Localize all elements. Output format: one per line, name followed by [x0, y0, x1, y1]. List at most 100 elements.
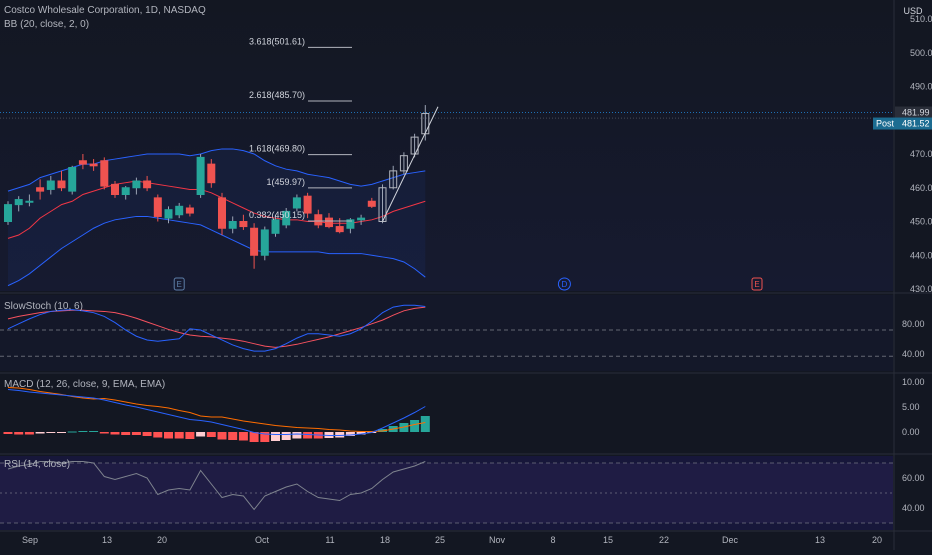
candle[interactable] — [14, 199, 23, 206]
candle[interactable] — [207, 163, 216, 184]
macd-pane-bg — [0, 375, 893, 452]
candle[interactable] — [271, 219, 280, 234]
candle[interactable] — [346, 219, 355, 229]
candle[interactable] — [239, 221, 248, 228]
candle[interactable] — [282, 210, 291, 226]
candle[interactable] — [250, 227, 259, 256]
time-axis-label: 18 — [380, 535, 390, 545]
rsi-legend[interactable]: RSI (14, close) — [4, 459, 71, 470]
macd-histogram-bar[interactable] — [174, 432, 184, 439]
bb-legend[interactable]: BB (20, close, 2, 0) — [4, 19, 90, 30]
time-axis-label: Nov — [489, 535, 506, 545]
price-tick-label: 510.00 — [910, 14, 932, 24]
candle[interactable] — [335, 226, 344, 233]
candle[interactable] — [153, 197, 162, 217]
candle[interactable] — [292, 197, 301, 209]
candle[interactable] — [357, 217, 366, 221]
macd-histogram-bar[interactable] — [420, 416, 430, 432]
time-axis-label: 15 — [603, 535, 613, 545]
macd-histogram-bar[interactable] — [142, 432, 152, 436]
candle[interactable] — [196, 156, 205, 195]
candle[interactable] — [57, 180, 66, 189]
candle[interactable] — [143, 180, 152, 189]
macd-histogram-bar[interactable] — [238, 432, 248, 441]
macd-histogram-bar[interactable] — [78, 431, 88, 432]
macd-histogram-bar[interactable] — [121, 432, 131, 435]
macd-histogram-bar[interactable] — [164, 432, 173, 439]
rsi-tick-label: 60.00 — [902, 473, 925, 483]
dividend-marker[interactable] — [557, 277, 571, 291]
candle[interactable] — [132, 180, 141, 189]
earnings-marker[interactable] — [173, 277, 185, 291]
candle[interactable] — [68, 167, 77, 192]
macd-histogram-bar[interactable] — [410, 420, 420, 432]
macd-tick-label: 10.00 — [902, 377, 925, 387]
candle[interactable] — [175, 205, 184, 216]
macd-histogram-bar[interactable] — [89, 431, 99, 432]
macd-histogram-bar[interactable] — [292, 432, 302, 439]
main-pane-bg — [0, 0, 893, 291]
stoch-legend[interactable]: SlowStoch (10, 6) — [4, 301, 83, 312]
candle[interactable] — [164, 209, 173, 219]
rsi-band-fill — [0, 463, 893, 523]
bb-basis-line — [7, 180, 426, 239]
macd-histogram-bar[interactable] — [110, 432, 120, 435]
macd-histogram-bar[interactable] — [228, 432, 238, 440]
macd-histogram-bar[interactable] — [217, 432, 227, 440]
macd-histogram-bar[interactable] — [46, 432, 56, 433]
macd-histogram-bar[interactable] — [260, 432, 270, 442]
candle[interactable] — [325, 217, 333, 228]
macd-legend[interactable]: MACD (12, 26, close, 9, EMA, EMA) — [4, 379, 166, 390]
earnings-marker[interactable] — [751, 277, 763, 291]
candle[interactable] — [218, 197, 226, 229]
candle[interactable] — [111, 183, 119, 195]
candle[interactable] — [367, 200, 376, 207]
macd-histogram-bar[interactable] — [249, 432, 259, 442]
time-axis-label: 20 — [157, 535, 167, 545]
candle[interactable] — [4, 204, 12, 222]
macd-histogram-bar[interactable] — [57, 432, 66, 433]
macd-histogram-bar[interactable] — [153, 432, 163, 438]
macd-histogram-bar[interactable] — [24, 432, 34, 435]
macd-histogram-bar[interactable] — [131, 432, 141, 435]
candle[interactable] — [25, 200, 34, 203]
macd-histogram-bar[interactable] — [99, 432, 109, 434]
macd-histogram-bar[interactable] — [35, 432, 45, 434]
symbol-title[interactable]: Costco Wholesale Corporation, 1D, NASDAQ — [4, 5, 206, 16]
candle[interactable] — [121, 187, 130, 195]
time-axis-label: 22 — [659, 535, 669, 545]
macd-histogram-bar[interactable] — [185, 432, 195, 439]
time-axis-label: 13 — [815, 535, 825, 545]
candle[interactable] — [46, 180, 55, 190]
candle[interactable] — [399, 155, 408, 172]
macd-histogram-bar[interactable] — [271, 432, 280, 441]
candle[interactable] — [36, 187, 45, 192]
candle[interactable] — [228, 221, 237, 229]
macd-histogram-bar[interactable] — [196, 432, 206, 437]
candle[interactable] — [389, 170, 398, 189]
macd-histogram-bar[interactable] — [281, 432, 291, 440]
fib-trend-line[interactable] — [382, 106, 439, 222]
price-tick-label: 450.00 — [910, 217, 932, 227]
candle[interactable] — [78, 160, 87, 165]
last-price-text: 481.99 — [902, 108, 930, 118]
macd-histogram-bar[interactable] — [206, 432, 216, 437]
macd-histogram-bar[interactable] — [3, 432, 13, 434]
macd-histogram-bar[interactable] — [335, 432, 345, 438]
macd-histogram-bar[interactable] — [356, 432, 366, 435]
event-marker-label: D — [562, 280, 568, 289]
macd-histogram-bar[interactable] — [303, 432, 313, 439]
candle[interactable] — [185, 207, 194, 214]
macd-histogram-bar[interactable] — [67, 431, 77, 433]
candle[interactable] — [314, 214, 323, 226]
macd-histogram-bar[interactable] — [14, 432, 24, 435]
macd-histogram-bar[interactable] — [345, 432, 355, 436]
price-tick-label: 430.00 — [910, 284, 932, 294]
candle[interactable] — [303, 195, 312, 214]
candle[interactable] — [100, 160, 109, 187]
candle[interactable] — [89, 163, 98, 167]
time-axis-label: 20 — [872, 535, 882, 545]
time-axis-label: Dec — [722, 535, 739, 545]
candle[interactable] — [260, 229, 269, 256]
